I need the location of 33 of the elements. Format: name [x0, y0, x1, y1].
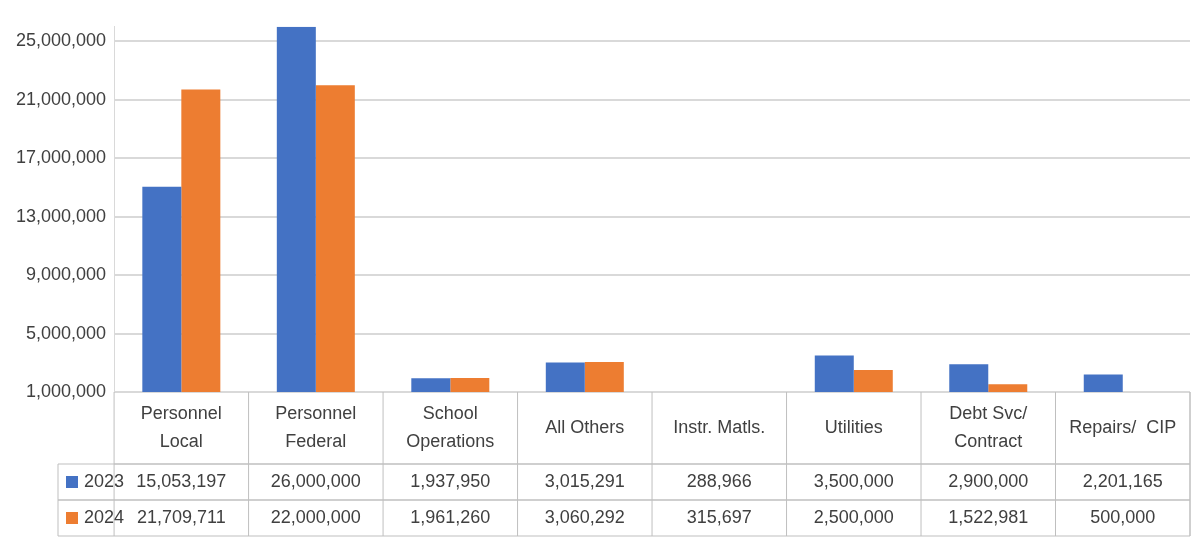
text: 288,966: [686, 470, 752, 491]
data-label: 3,060,292: [544, 506, 625, 527]
x-tick-label: Instr. Matls.: [673, 416, 766, 437]
y-tick-label: 25,000,000: [15, 30, 107, 51]
data-label: 26,000,000: [270, 470, 361, 491]
y-tick-label: 9,000,000: [26, 264, 107, 285]
data-label: 1,961,260: [410, 506, 491, 527]
data-label: 3,500,000: [813, 470, 894, 491]
y-tick-label: 17,000,000: [15, 147, 107, 168]
x-tick-label: Repairs/ CIP: [1069, 416, 1177, 437]
x-tick-label: Personnel Federal: [275, 402, 357, 451]
data-label: 2,201,165: [1082, 470, 1163, 491]
y-tick-label: 5,000,000: [26, 322, 107, 343]
x-tick-label: Debt Svc/ Contract: [949, 402, 1028, 451]
y-tick-label: 21,000,000: [15, 88, 107, 109]
data-label: 1,937,950: [410, 470, 491, 491]
y-tick-label: 1,000,000: [26, 380, 107, 401]
y-tick-label: 13,000,000: [15, 205, 107, 226]
data-label: 2,500,000: [813, 506, 894, 527]
data-label: 2,900,000: [948, 470, 1029, 491]
legend-label: 2023: [84, 470, 125, 491]
x-tick-label: School Operations: [406, 402, 495, 451]
x-tick-label: Personnel Local: [140, 402, 222, 451]
text: 315,697: [686, 506, 752, 527]
data-label: 15,053,197: [136, 470, 227, 491]
x-tick-label: All Others: [545, 416, 625, 437]
data-label: 1,522,981: [948, 506, 1029, 527]
data-label: 22,000,000: [270, 506, 361, 527]
legend-label: 2024: [84, 506, 125, 527]
x-tick-label: Utilities: [824, 416, 883, 437]
text: 500,000: [1090, 506, 1156, 527]
data-label: 21,709,711: [136, 506, 226, 527]
data-label: 3,015,291: [544, 470, 625, 491]
